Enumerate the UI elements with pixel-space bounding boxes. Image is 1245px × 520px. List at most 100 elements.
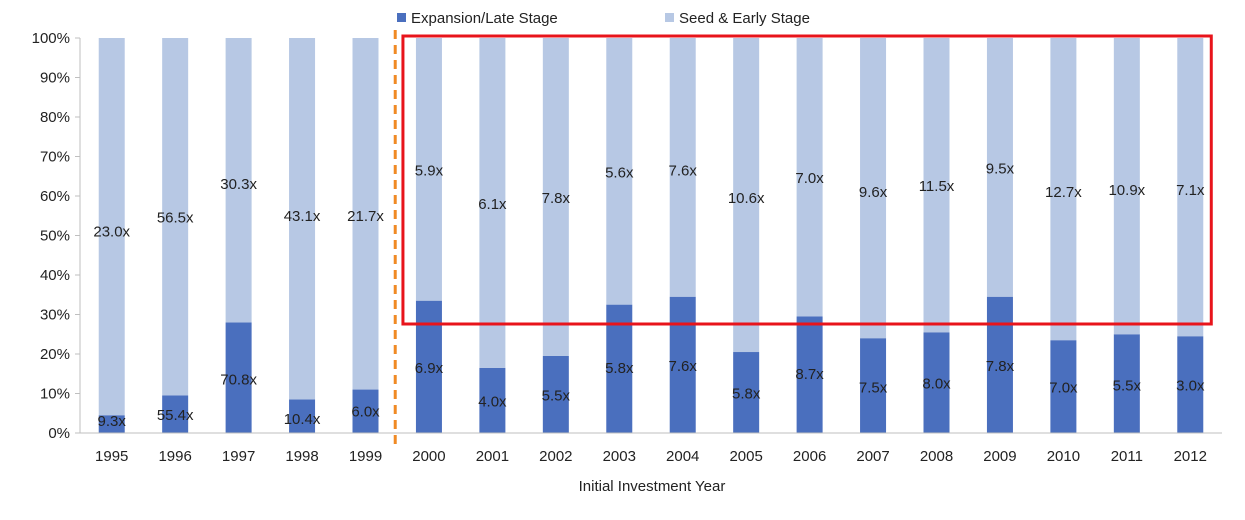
data-label-seed-early-stage: 7.1x (1176, 182, 1205, 199)
data-label-expansion-late-stage: 10.4x (284, 411, 321, 428)
data-label-expansion-late-stage: 7.6x (669, 358, 698, 375)
data-label-expansion-late-stage: 4.0x (478, 393, 507, 410)
y-tick-label: 30% (40, 307, 70, 324)
bar-seed-early-stage (352, 38, 379, 390)
data-label-expansion-late-stage: 7.5x (859, 380, 888, 397)
y-tick-label: 90% (40, 70, 70, 87)
x-tick-label: 1996 (158, 448, 191, 465)
data-label-expansion-late-stage: 6.0x (351, 403, 380, 420)
x-tick-label: 2010 (1047, 448, 1080, 465)
legend-label-seed-early-stage: Seed & Early Stage (679, 10, 810, 27)
data-label-expansion-late-stage: 8.0x (922, 376, 951, 393)
bar-seed-early-stage (98, 38, 125, 416)
x-tick-label: 2008 (920, 448, 953, 465)
bar-expansion-late-stage (352, 389, 379, 433)
y-axis: 0% 10% 20% 30% 40% 50% 60% 70% 80% 90% 100% (32, 30, 81, 442)
data-label-seed-early-stage: 10.9x (1108, 182, 1145, 199)
x-axis: 1995 1996 1997 1998 1999 2000 2001 2002 2003 2004… (80, 432, 1222, 465)
data-label-seed-early-stage: 7.8x (542, 190, 571, 207)
bar-expansion-late-stage (606, 304, 633, 433)
bar-expansion-late-stage (225, 322, 252, 433)
bar-seed-early-stage (1113, 38, 1140, 335)
bar-expansion-late-stage (98, 415, 125, 433)
data-label-expansion-late-stage: 3.0x (1176, 378, 1205, 395)
bar-expansion-late-stage (860, 338, 887, 433)
bar-seed-early-stage (923, 38, 950, 333)
y-tick-label: 60% (40, 188, 70, 205)
y-tick-label: 40% (40, 267, 70, 284)
bar-expansion-late-stage (796, 316, 823, 433)
data-label-seed-early-stage: 12.7x (1045, 184, 1082, 201)
x-tick-label: 2004 (666, 448, 699, 465)
y-tick-label: 100% (32, 30, 70, 47)
y-tick-label: 0% (48, 425, 70, 442)
data-label-expansion-late-stage: 55.4x (157, 407, 194, 424)
bar-seed-early-stage (415, 38, 442, 301)
legend-swatch-seed-early-stage (665, 13, 674, 22)
bar-expansion-late-stage (542, 355, 569, 433)
data-label-expansion-late-stage: 8.7x (795, 366, 824, 383)
x-tick-label: 2011 (1111, 448, 1143, 465)
data-label-seed-early-stage: 21.7x (347, 208, 384, 225)
bar-expansion-late-stage (733, 352, 760, 433)
bar-seed-early-stage (289, 38, 316, 400)
bar-seed-early-stage (479, 38, 506, 368)
legend-label-expansion-late-stage: Expansion/Late Stage (411, 10, 558, 27)
data-label-seed-early-stage: 11.5x (919, 178, 955, 195)
data-label-expansion-late-stage: 6.9x (415, 360, 444, 377)
data-label-seed-early-stage: 43.1x (284, 208, 321, 225)
data-label-expansion-late-stage: 7.0x (1049, 380, 1078, 397)
data-label-seed-early-stage: 6.1x (478, 196, 507, 213)
bar-seed-early-stage (225, 38, 252, 323)
x-tick-label: 1995 (95, 448, 128, 465)
data-label-expansion-late-stage: 9.3x (98, 413, 127, 430)
bar-seed-early-stage (733, 38, 760, 353)
bar-expansion-late-stage (162, 395, 189, 433)
x-axis-title: Initial Investment Year (579, 478, 726, 495)
x-tick-label: 1999 (349, 448, 382, 465)
x-tick-label: 2012 (1174, 448, 1207, 465)
bar-seed-early-stage (1177, 38, 1204, 337)
x-tick-label: 2009 (983, 448, 1016, 465)
data-label-expansion-late-stage: 70.8x (220, 372, 257, 389)
data-label-expansion-late-stage: 7.8x (986, 358, 1015, 375)
x-tick-label: 2001 (476, 448, 509, 465)
bar-seed-early-stage (860, 38, 887, 339)
highlight-box (401, 34, 1213, 326)
data-label-expansion-late-stage: 5.8x (732, 386, 761, 403)
data-label-seed-early-stage: 7.6x (669, 162, 698, 179)
bar-seed-early-stage (1050, 38, 1077, 341)
bar-seed-early-stage (669, 38, 696, 297)
bar-seed-early-stage (162, 38, 189, 396)
data-label-seed-early-stage: 56.5x (157, 210, 194, 227)
data-labels: 9.3x 23.0x 55.4x 56.5x 70.8x 30.3x 10.4x 43.1x 6… (93, 160, 1205, 430)
bar-seed-early-stage (542, 38, 569, 356)
data-label-seed-early-stage: 7.0x (795, 170, 824, 187)
y-tick-label: 80% (40, 109, 70, 126)
x-tick-label: 2003 (603, 448, 636, 465)
x-tick-label: 2002 (539, 448, 572, 465)
y-tick-label: 20% (40, 346, 70, 363)
data-label-seed-early-stage: 5.6x (605, 164, 634, 181)
data-label-seed-early-stage: 9.6x (859, 184, 888, 201)
x-tick-label: 2005 (729, 448, 762, 465)
bar-expansion-late-stage (923, 332, 950, 433)
data-label-expansion-late-stage: 5.5x (542, 387, 571, 404)
data-label-seed-early-stage: 5.9x (415, 162, 444, 179)
y-tick-label: 10% (40, 386, 70, 403)
legend: Expansion/Late Stage Seed & Early Stage (397, 10, 810, 27)
bar-seed-early-stage (606, 38, 633, 305)
y-tick-label: 50% (40, 228, 70, 245)
bar-seed-early-stage (986, 38, 1013, 297)
legend-swatch-expansion-late-stage (397, 13, 406, 22)
bar-expansion-late-stage (1050, 340, 1077, 433)
x-tick-label: 1997 (222, 448, 255, 465)
annotations (393, 30, 1213, 450)
bars (98, 38, 1204, 433)
bar-expansion-late-stage (669, 296, 696, 433)
x-tick-label: 2006 (793, 448, 826, 465)
bar-seed-early-stage (796, 38, 823, 317)
y-tick-label: 70% (40, 149, 70, 166)
x-tick-label: 1998 (285, 448, 318, 465)
